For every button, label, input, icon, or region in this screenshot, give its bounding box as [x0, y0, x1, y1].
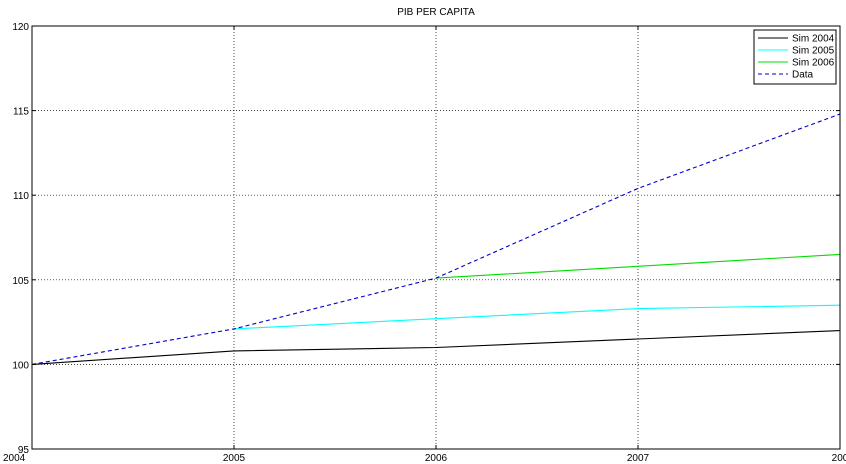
x-tick-label: 2006	[425, 453, 448, 464]
x-tick-label: 200	[832, 453, 846, 464]
legend-label: Sim 2004	[792, 34, 835, 45]
legend-label: Data	[792, 70, 814, 81]
series-line-sim-2006	[435, 253, 841, 279]
x-tick-label: 2007	[627, 453, 650, 464]
x-tick-label: 2005	[223, 453, 246, 464]
axes: 2004 2005 2006 2007 200 95 100 105 110 115 120	[3, 22, 846, 464]
series-line-sim-2004	[31, 330, 841, 365]
legend-label: Sim 2005	[792, 46, 835, 57]
chart-title: PIB PER CAPITA	[397, 7, 475, 18]
series-lines	[31, 113, 841, 365]
legend-box	[753, 29, 837, 85]
legend-label: Sim 2006	[792, 58, 835, 69]
y-tick-label: 110	[13, 191, 29, 202]
y-tick-label: 115	[13, 107, 29, 118]
y-tick-label: 100	[12, 360, 29, 371]
y-tick-label: 120	[12, 22, 29, 33]
series-line-data	[31, 113, 841, 365]
y-tick-label: 105	[12, 276, 29, 287]
series-line-sim-2005	[233, 304, 841, 330]
x-tick-label: 2004	[3, 453, 26, 464]
grid	[32, 26, 840, 449]
y-tick-label: 95	[18, 445, 30, 456]
